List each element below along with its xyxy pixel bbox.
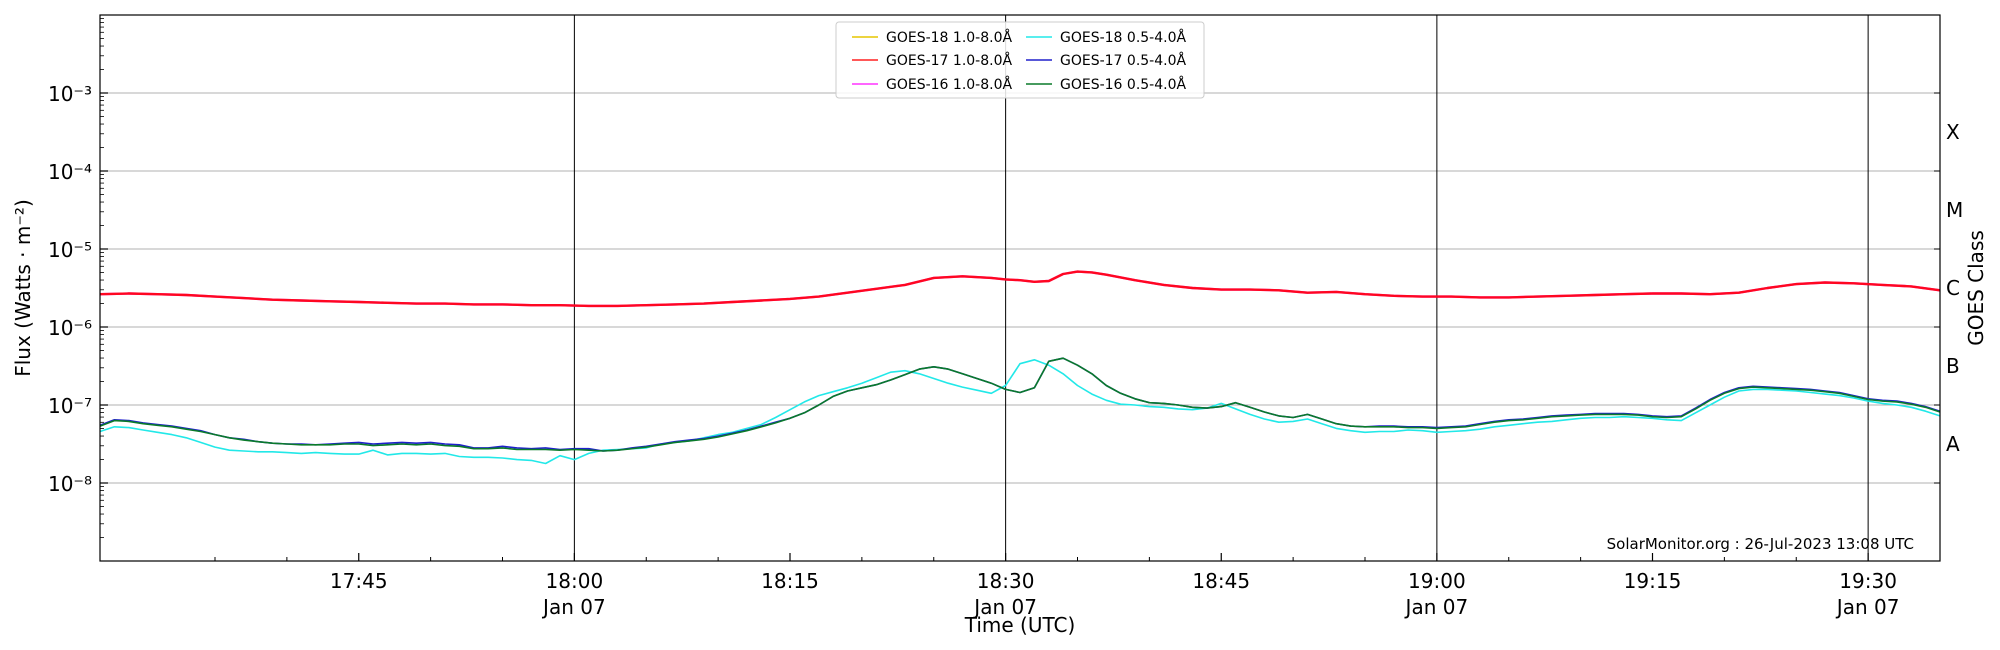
x-tick-date: Jan 07	[1404, 595, 1469, 619]
plot-frame	[99, 14, 1941, 562]
day-markers	[573, 15, 1869, 561]
goes-class-label: A	[1946, 432, 1960, 456]
series-lines	[99, 270, 1941, 465]
legend-label: GOES-16 1.0-8.0Å	[886, 76, 1012, 93]
legend-label: GOES-18 0.5-4.0Å	[1060, 29, 1186, 46]
legend-label: GOES-18 1.0-8.0Å	[886, 29, 1012, 46]
x-tick-label: 17:45	[330, 569, 388, 593]
goes-class-label: M	[1946, 198, 1963, 222]
x-axis-label: Time (UTC)	[964, 613, 1076, 637]
y-tick-label: 10⁻⁸	[48, 472, 92, 496]
x-tick-date: Jan 07	[1835, 595, 1900, 619]
goes-class-label: C	[1946, 276, 1960, 300]
x-tick-label: 18:15	[761, 569, 819, 593]
legend-box	[835, 21, 1205, 99]
x-tick-label: 19:00	[1408, 569, 1466, 593]
watermark: SolarMonitor.org : 26-Jul-2023 13:08 UTC	[1607, 535, 1914, 553]
goes-class-labels: A B C M X	[1946, 120, 1963, 456]
x-tick-label: 19:15	[1624, 569, 1682, 593]
x-tick-date: Jan 07	[541, 595, 606, 619]
y-tick-label: 10⁻⁶	[48, 316, 92, 340]
y-axis-label: Flux (Watts · m⁻²)	[11, 199, 35, 377]
goes-class-label: B	[1946, 354, 1960, 378]
series-line	[99, 358, 1941, 465]
goes-class-label: X	[1946, 120, 1960, 144]
x-tick-label: 18:45	[1192, 569, 1250, 593]
legend: GOES-18 1.0-8.0Å GOES-17 1.0-8.0Å GOES-16 …	[835, 21, 1205, 99]
series-line	[99, 357, 1941, 452]
right-axis-label: GOES Class	[1964, 230, 1988, 346]
y-tick-label: 10⁻⁷	[48, 394, 92, 418]
legend-label: GOES-16 0.5-4.0Å	[1060, 76, 1186, 93]
legend-label: GOES-17 0.5-4.0Å	[1060, 52, 1186, 69]
series-line	[99, 270, 1941, 308]
y-tick-label: 10⁻³	[48, 82, 92, 106]
x-tick-date: Jan 07	[972, 595, 1037, 619]
y-tick-label: 10⁻⁵	[48, 238, 92, 262]
y-tick-label: 10⁻⁴	[48, 160, 92, 184]
y-axis-ticks: 10⁻⁸ 10⁻⁷ 10⁻⁶ 10⁻⁵ 10⁻⁴ 10⁻³	[48, 14, 1940, 562]
x-tick-label: 18:00	[546, 569, 604, 593]
legend-label: GOES-17 1.0-8.0Å	[886, 52, 1012, 69]
x-tick-label: 18:30	[977, 569, 1035, 593]
x-tick-label: 19:30	[1839, 569, 1897, 593]
